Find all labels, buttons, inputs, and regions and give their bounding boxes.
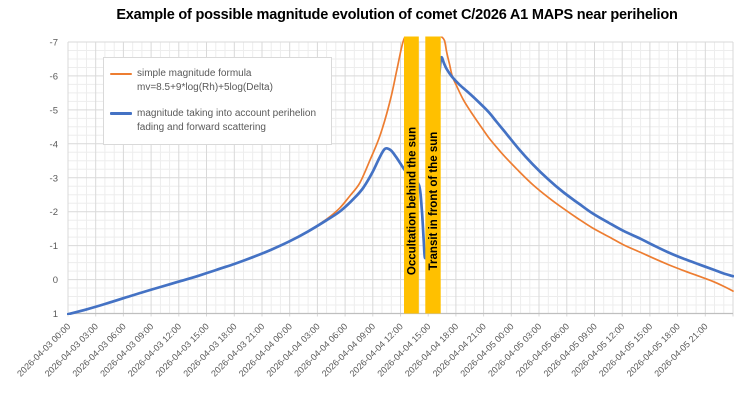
legend-label: magnitude taking into account perihelion (137, 108, 317, 119)
legend-line-blue-icon (110, 112, 132, 116)
y-axis-tick-labels: -7 -6 -5 -4 -3 -2 -1 0 1 (50, 38, 58, 321)
event-band-label: Transit in front of the sun (428, 132, 440, 271)
svg-text:-1: -1 (50, 241, 58, 252)
svg-text:-7: -7 (50, 38, 58, 49)
svg-text:-2: -2 (50, 207, 58, 218)
legend-line-orange-icon (110, 72, 132, 75)
svg-text:-6: -6 (50, 71, 58, 82)
svg-text:-4: -4 (50, 139, 58, 150)
svg-text:0: 0 (53, 275, 58, 286)
event-band-occultation: Occultation behind the sun (404, 36, 419, 314)
chart-title: Example of possible magnitude evolution … (116, 7, 678, 23)
legend-item-perihelion-model: magnitude taking into account perihelion… (110, 107, 325, 134)
event-band-transit: Transit in front of the sun (425, 36, 441, 314)
svg-text:-5: -5 (50, 105, 58, 116)
legend: simple magnitude formula mv=8.5+9*log(Rh… (103, 57, 332, 145)
event-band-label: Occultation behind the sun (406, 127, 418, 275)
legend-label-continued: fading and forward scattering (137, 121, 266, 133)
svg-text:2026-04-05 21:00: 2026-04-05 21:00 (652, 321, 709, 378)
svg-text:1: 1 (53, 309, 58, 320)
legend-label-formula: mv=8.5+9*log(Rh)+5log(Delta) (137, 81, 273, 93)
legend-item-simple-formula: simple magnitude formula mv=8.5+9*log(Rh… (110, 67, 325, 94)
svg-text:-3: -3 (50, 173, 58, 184)
legend-label: simple magnitude formula (137, 68, 252, 79)
